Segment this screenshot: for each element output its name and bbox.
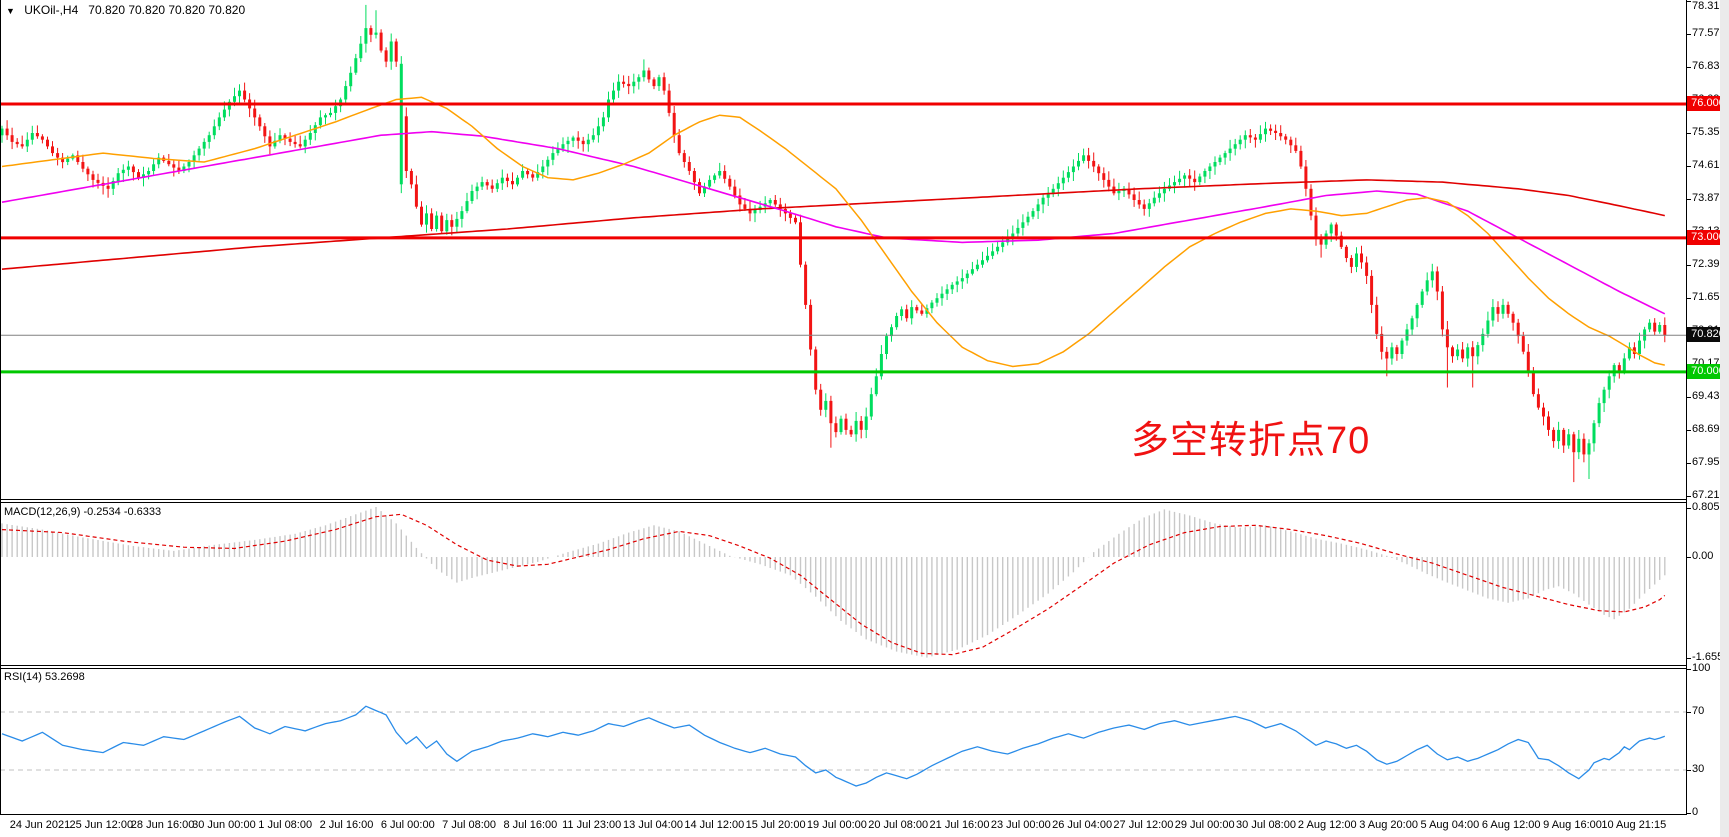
axis-tick-label: 69.430 (1692, 390, 1726, 402)
axis-tick (1686, 496, 1691, 497)
chart-left-border (0, 0, 1, 815)
time-axis-label: 26 Jul 04:00 (1052, 819, 1113, 831)
price-level-badge: 70.820 (1687, 327, 1729, 342)
symbol-header: ▼ UKOil-,H4 70.820 70.820 70.820 70.820 (6, 3, 245, 17)
time-axis-label: 29 Jul 00:00 (1174, 819, 1235, 831)
axis-tick (1686, 34, 1691, 35)
time-axis-label: 5 Aug 04:00 (1420, 819, 1480, 831)
panel-divider[interactable] (0, 668, 1686, 669)
macd-indicator-label: MACD(12,26,9) -0.2534 -0.6333 (4, 506, 162, 518)
time-axis-label: 27 Jul 12:00 (1113, 819, 1174, 831)
rsi-indicator-label: RSI(14) 53.2698 (4, 671, 85, 683)
time-axis-label: 3 Aug 20:00 (1359, 819, 1418, 831)
time-axis-label: 21 Jul 16:00 (929, 819, 990, 831)
axis-tick-label: 73.870 (1692, 192, 1726, 204)
axis-tick (1686, 133, 1691, 134)
axis-tick-label: 30 (1692, 763, 1705, 775)
axis-tick-label: 70 (1692, 705, 1705, 717)
price-level-badge: 76.000 (1687, 96, 1729, 111)
time-axis-label: 7 Jul 08:00 (442, 819, 497, 831)
axis-tick-label: 68.690 (1692, 423, 1726, 435)
axis-tick (1686, 397, 1691, 398)
time-axis-label: 23 Jul 00:00 (990, 819, 1051, 831)
axis-tick-label: 77.570 (1692, 27, 1726, 39)
time-axis-label: 20 Jul 08:00 (868, 819, 929, 831)
axis-tick-label: 74.610 (1692, 159, 1726, 171)
axis-tick-label: 76.830 (1692, 60, 1726, 72)
axis-tick-label: -1.6556 (1692, 651, 1729, 663)
axis-tick (1686, 67, 1691, 68)
axis-tick-label: 78.310 (1692, 0, 1726, 12)
ohlc-values: 70.820 70.820 70.820 70.820 (88, 3, 246, 17)
axis-tick-label: 72.390 (1692, 258, 1726, 270)
axis-tick (1686, 430, 1691, 431)
price-axis-border (1686, 0, 1687, 815)
time-axis-label: 9 Aug 16:00 (1543, 819, 1602, 831)
time-axis-label: 6 Aug 12:00 (1481, 819, 1541, 831)
chart-expander-icon[interactable]: ▼ (6, 6, 15, 16)
axis-tick (1686, 166, 1691, 167)
axis-tick (1686, 770, 1691, 771)
time-axis-label: 6 Jul 00:00 (380, 819, 435, 831)
time-axis-label: 30 Jul 08:00 (1236, 819, 1296, 831)
price-level-badge: 70.000 (1687, 364, 1729, 379)
time-axis-label: 1 Jul 08:00 (258, 819, 313, 831)
panel-divider[interactable] (0, 499, 1686, 500)
panel-divider[interactable] (0, 665, 1686, 666)
time-axis-label: 10 Aug 21:15 (1601, 819, 1667, 831)
axis-tick (1686, 463, 1691, 464)
axis-tick-label: 0 (1692, 806, 1699, 818)
time-axis-label: 24 Jun 2021 (9, 819, 71, 831)
axis-tick (1686, 199, 1691, 200)
time-axis-label: 13 Jul 04:00 (623, 819, 683, 831)
axis-tick-label: 71.650 (1692, 291, 1726, 303)
axis-tick (1686, 265, 1691, 266)
axis-tick (1686, 298, 1691, 299)
axis-tick-label: 0.805 (1692, 501, 1720, 513)
chart-text-annotation: 多空转折点70 (1131, 420, 1371, 462)
axis-tick (1686, 669, 1691, 670)
time-axis-label: 14 Jul 12:00 (684, 819, 745, 831)
axis-tick (1686, 658, 1691, 659)
time-axis-label: 11 Jul 23:00 (562, 819, 622, 831)
time-axis-label: 28 Jun 16:00 (130, 819, 195, 831)
time-axis-label: 19 Jul 00:00 (806, 819, 867, 831)
axis-tick (1686, 557, 1691, 558)
axis-tick (1686, 813, 1691, 814)
axis-tick-label: 75.350 (1692, 126, 1726, 138)
macd-plot[interactable] (0, 503, 1686, 665)
time-axis-label: 2 Jul 16:00 (319, 819, 374, 831)
axis-tick-label: 0.00 (1692, 550, 1714, 562)
axis-tick (1686, 712, 1691, 713)
time-axis-label: 30 Jun 00:00 (192, 819, 256, 831)
panel-divider[interactable] (0, 502, 1686, 503)
axis-tick-label: 67.210 (1692, 489, 1726, 501)
axis-tick (1686, 508, 1691, 509)
axis-tick-label: 100 (1692, 662, 1711, 674)
window-edge-strip (1720, 0, 1729, 837)
axis-tick-label: 67.950 (1692, 456, 1726, 468)
time-axis-label: 8 Jul 16:00 (503, 819, 558, 831)
price-plot[interactable] (0, 0, 1686, 499)
price-level-badge: 73.000 (1687, 230, 1729, 245)
axis-tick (1686, 1, 1691, 2)
rsi-plot[interactable] (0, 669, 1686, 814)
symbol-period-label: UKOil-,H4 (24, 3, 79, 17)
time-axis-label: 2 Aug 12:00 (1297, 819, 1357, 831)
time-axis-label: 25 Jun 12:00 (69, 819, 134, 831)
panel-divider (0, 814, 1686, 815)
time-axis-label: 15 Jul 20:00 (745, 819, 806, 831)
